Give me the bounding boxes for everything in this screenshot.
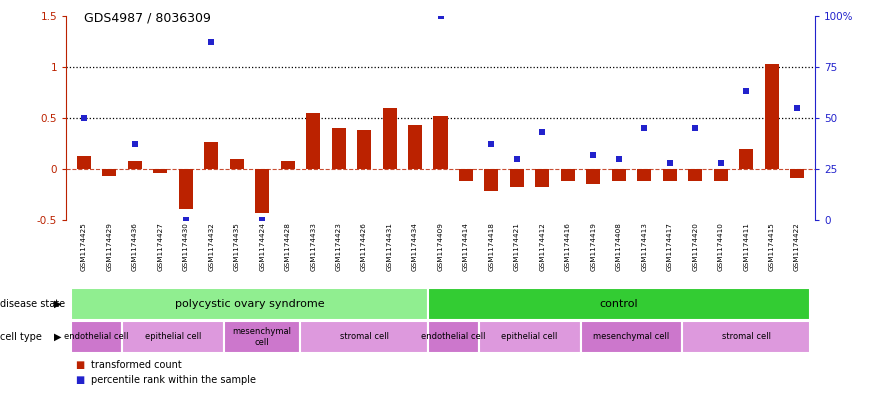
Text: GSM1174432: GSM1174432 bbox=[208, 222, 214, 271]
Text: mesenchymal
cell: mesenchymal cell bbox=[233, 327, 292, 347]
Text: stromal cell: stromal cell bbox=[339, 332, 389, 342]
Bar bbox=[561, 169, 575, 181]
Bar bbox=[428, 321, 478, 353]
Text: mesenchymal cell: mesenchymal cell bbox=[594, 332, 670, 342]
Text: GSM1174410: GSM1174410 bbox=[718, 222, 723, 271]
Bar bbox=[71, 288, 428, 320]
Text: control: control bbox=[599, 299, 638, 309]
Text: GSM1174421: GSM1174421 bbox=[514, 222, 520, 271]
Text: epithelial cell: epithelial cell bbox=[144, 332, 201, 342]
Text: GSM1174428: GSM1174428 bbox=[285, 222, 291, 271]
Text: GSM1174418: GSM1174418 bbox=[488, 222, 494, 271]
Bar bbox=[77, 156, 91, 169]
Text: percentile rank within the sample: percentile rank within the sample bbox=[91, 375, 255, 384]
Text: endothelial cell: endothelial cell bbox=[421, 332, 485, 342]
Bar bbox=[433, 116, 448, 169]
Text: GSM1174426: GSM1174426 bbox=[361, 222, 367, 271]
Bar bbox=[408, 125, 422, 169]
Bar bbox=[357, 130, 371, 169]
Text: GSM1174420: GSM1174420 bbox=[692, 222, 699, 271]
Text: GSM1174411: GSM1174411 bbox=[744, 222, 749, 271]
Text: GSM1174419: GSM1174419 bbox=[590, 222, 596, 271]
Bar bbox=[300, 321, 428, 353]
Text: GSM1174413: GSM1174413 bbox=[641, 222, 648, 271]
Text: ■: ■ bbox=[75, 375, 84, 384]
Bar bbox=[683, 321, 810, 353]
Text: GSM1174415: GSM1174415 bbox=[768, 222, 774, 271]
Text: polycystic ovary syndrome: polycystic ovary syndrome bbox=[174, 299, 324, 309]
Bar bbox=[230, 159, 244, 169]
Bar bbox=[790, 169, 804, 178]
Bar bbox=[587, 169, 600, 184]
Bar bbox=[739, 149, 753, 169]
Text: cell type: cell type bbox=[0, 332, 42, 342]
Bar bbox=[255, 169, 270, 213]
Text: ▶: ▶ bbox=[54, 332, 62, 342]
Bar bbox=[765, 64, 779, 169]
Text: GSM1174431: GSM1174431 bbox=[387, 222, 393, 271]
Bar bbox=[331, 128, 345, 169]
Bar bbox=[536, 169, 550, 187]
Text: GSM1174424: GSM1174424 bbox=[259, 222, 265, 271]
Text: GSM1174430: GSM1174430 bbox=[182, 222, 189, 271]
Bar bbox=[637, 169, 651, 181]
Bar bbox=[204, 142, 218, 169]
Bar bbox=[459, 169, 473, 181]
Text: disease state: disease state bbox=[0, 299, 65, 309]
Text: GSM1174425: GSM1174425 bbox=[81, 222, 87, 271]
Text: GSM1174433: GSM1174433 bbox=[310, 222, 316, 271]
Bar bbox=[581, 321, 683, 353]
Text: GSM1174417: GSM1174417 bbox=[667, 222, 673, 271]
Text: GSM1174435: GSM1174435 bbox=[233, 222, 240, 271]
Text: GSM1174436: GSM1174436 bbox=[132, 222, 137, 271]
Bar bbox=[478, 321, 581, 353]
Text: GSM1174409: GSM1174409 bbox=[438, 222, 443, 271]
Text: ■: ■ bbox=[75, 360, 84, 369]
Bar bbox=[179, 169, 193, 209]
Text: GSM1174427: GSM1174427 bbox=[158, 222, 163, 271]
Bar bbox=[306, 113, 320, 169]
Text: GSM1174412: GSM1174412 bbox=[539, 222, 545, 271]
Bar bbox=[382, 108, 396, 169]
Text: GSM1174429: GSM1174429 bbox=[107, 222, 113, 271]
Text: epithelial cell: epithelial cell bbox=[501, 332, 558, 342]
Bar bbox=[153, 169, 167, 173]
Text: GSM1174423: GSM1174423 bbox=[336, 222, 342, 271]
Text: GSM1174414: GSM1174414 bbox=[463, 222, 469, 271]
Bar bbox=[71, 321, 122, 353]
Bar bbox=[510, 169, 524, 187]
Text: GDS4987 / 8036309: GDS4987 / 8036309 bbox=[84, 12, 211, 25]
Bar bbox=[122, 321, 224, 353]
Bar bbox=[102, 169, 116, 176]
Text: stromal cell: stromal cell bbox=[722, 332, 771, 342]
Text: GSM1174422: GSM1174422 bbox=[794, 222, 800, 271]
Bar bbox=[128, 161, 142, 169]
Text: ▶: ▶ bbox=[54, 299, 62, 309]
Text: endothelial cell: endothelial cell bbox=[64, 332, 129, 342]
Bar bbox=[611, 169, 626, 181]
Bar bbox=[224, 321, 300, 353]
Text: transformed count: transformed count bbox=[91, 360, 181, 369]
Bar bbox=[688, 169, 702, 181]
Bar bbox=[485, 169, 499, 191]
Text: GSM1174416: GSM1174416 bbox=[565, 222, 571, 271]
Text: GSM1174408: GSM1174408 bbox=[616, 222, 622, 271]
Bar bbox=[281, 161, 294, 169]
Bar bbox=[663, 169, 677, 181]
Bar bbox=[714, 169, 728, 181]
Text: GSM1174434: GSM1174434 bbox=[412, 222, 418, 271]
Bar bbox=[428, 288, 810, 320]
